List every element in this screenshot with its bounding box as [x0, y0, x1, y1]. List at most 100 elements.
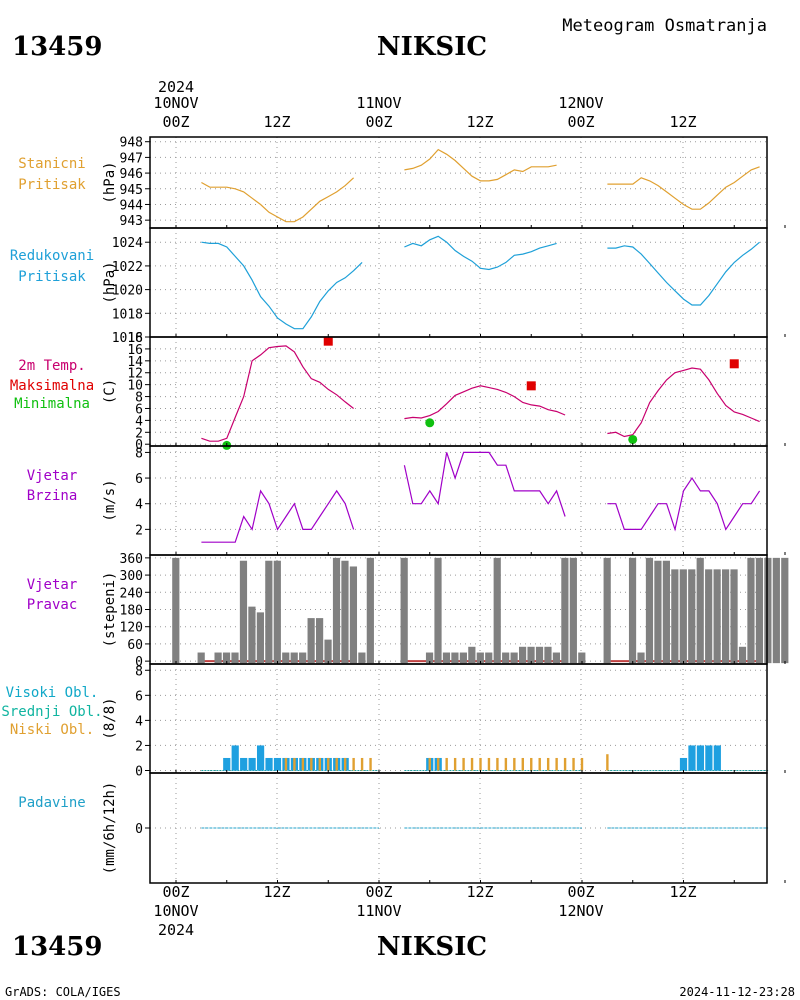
wind-direction-bar	[341, 560, 349, 664]
wind-direction-bar	[358, 652, 366, 664]
wind-direction-bar	[299, 652, 307, 664]
bottom-axis-hour-2: 00Z	[365, 883, 392, 901]
bottom-axis-midday-2: 12Z	[466, 883, 493, 901]
y-tick-label: 0	[135, 764, 143, 779]
top-axis-date-3: 12NOV	[558, 94, 603, 112]
wind-direction-bar	[527, 646, 535, 664]
bottom-axis-date-2: 11NOV	[356, 902, 401, 920]
cloud-bar	[335, 757, 338, 771]
wind-direction-bar	[451, 652, 459, 664]
cloud-bar	[504, 757, 508, 771]
series-line	[404, 235, 557, 271]
wind-direction-bar	[248, 606, 256, 664]
panel-cloud-cover: 0 2 4 6 8 Visoki Obl. Srednji Obl. Niski Obl. (8…	[1, 663, 786, 779]
cloud-bar	[248, 757, 256, 771]
y-tick-label: 6	[135, 402, 143, 417]
wind-direction-bar	[459, 652, 467, 664]
minimum-temperature-marker	[425, 418, 435, 428]
cloud-bar	[606, 754, 609, 771]
cloud-bar	[470, 757, 474, 771]
cloud-bar	[352, 757, 355, 771]
y-tick-label: 6	[135, 472, 143, 487]
top-axis-midday-1: 12Z	[263, 113, 290, 131]
wind-direction-bar	[510, 652, 518, 664]
cloud-bar	[705, 745, 713, 771]
wind-direction-bar	[603, 557, 611, 664]
wind-direction-bar	[662, 560, 670, 664]
wind-direction-bar	[696, 557, 704, 664]
series-line	[404, 385, 566, 420]
y-tick-label: 240	[120, 586, 143, 601]
cloud-bar	[327, 757, 330, 771]
top-axis-year: 2024	[158, 78, 194, 96]
y-tick-label: 6	[135, 689, 143, 704]
y-tick-label: 4	[135, 498, 143, 513]
panel-label: Minimalna	[14, 396, 90, 412]
y-tick-label: 946	[120, 167, 143, 182]
y-axis-unit: (stepeni)	[102, 572, 118, 648]
y-tick-label: 1020	[112, 284, 143, 299]
wind-direction-bar	[476, 652, 484, 664]
panel-frame	[149, 772, 768, 884]
wind-direction-bar	[315, 618, 324, 664]
wind-direction-bar	[332, 557, 341, 664]
y-axis-unit: (hPa)	[102, 161, 118, 203]
bottom-axis-date-1: 10NOV	[153, 902, 198, 920]
wind-direction-bar	[256, 612, 264, 664]
wind-direction-bar	[265, 560, 273, 664]
bottom-axis-midday-1: 12Z	[263, 883, 290, 901]
y-tick-label: 2	[135, 426, 143, 441]
wind-direction-bar	[307, 618, 315, 664]
panel-label: Vjetar	[27, 577, 78, 593]
series-line	[201, 345, 354, 442]
wind-direction-bar	[721, 569, 730, 664]
bottom-axis-year: 2024	[158, 921, 194, 939]
top-axis-hour-2: 00Z	[365, 113, 392, 131]
series-line	[404, 148, 557, 182]
cloud-bar	[521, 757, 524, 771]
cloud-bar	[301, 757, 305, 771]
cloud-bar	[530, 757, 533, 771]
panel-label: Redukovani	[10, 248, 94, 264]
y-tick-label: 1018	[112, 307, 143, 322]
y-axis-unit: (hPa)	[102, 261, 118, 303]
panel-label: Visoki Obl.	[6, 685, 99, 701]
wind-direction-bar	[214, 652, 222, 664]
y-tick-label: 4	[135, 414, 143, 429]
panel-frame	[149, 336, 768, 447]
wind-direction-bar	[628, 557, 637, 664]
cloud-bar	[462, 757, 465, 771]
wind-direction-bar	[485, 652, 493, 664]
cloud-bar	[284, 757, 288, 771]
cloud-bar	[310, 757, 313, 771]
cloud-bar	[538, 757, 541, 771]
y-tick-label: 60	[127, 638, 143, 653]
panel-wind-speed: 2 4 6 8 Vjetar Brzina (m/s)	[27, 445, 786, 556]
cloud-bar	[713, 745, 721, 771]
wind-direction-bar	[222, 652, 231, 664]
y-tick-label: 360	[120, 552, 143, 567]
cloud-bar	[496, 757, 499, 771]
bottom-axis-hour-1: 00Z	[162, 883, 189, 901]
y-tick-label: 947	[120, 151, 143, 166]
top-axis-hour-1: 00Z	[162, 113, 189, 131]
wind-direction-bar	[502, 652, 510, 664]
y-tick-label: 300	[120, 569, 143, 584]
cloud-bar	[318, 757, 321, 771]
header-station-id: 13459	[12, 32, 102, 62]
cloud-bar	[555, 757, 558, 771]
cloud-bar	[513, 757, 516, 771]
wind-direction-bar	[671, 569, 679, 664]
panel-label: Niski Obl.	[10, 722, 94, 738]
wind-direction-bar	[493, 557, 501, 664]
series-line	[607, 477, 761, 532]
y-tick-label: 1022	[112, 260, 143, 275]
y-tick-label: 0	[135, 438, 143, 453]
wind-direction-bar	[349, 566, 358, 664]
wind-direction-bar	[400, 557, 408, 664]
wind-direction-bar	[239, 560, 248, 664]
y-tick-label: 1024	[112, 236, 143, 251]
panel-frame	[149, 227, 768, 338]
